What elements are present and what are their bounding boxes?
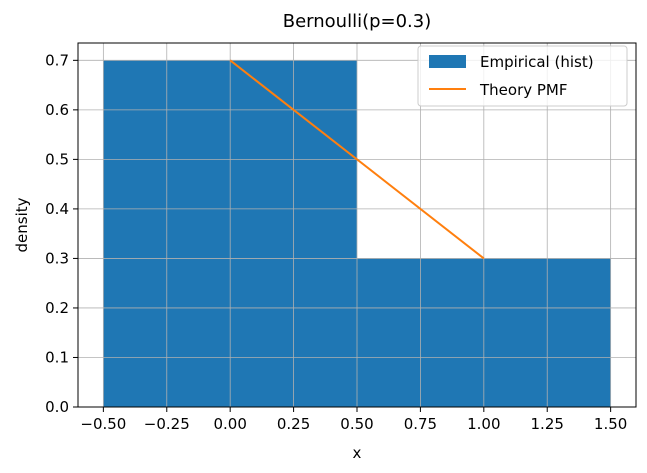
y-tick-label-7: 0.7 <box>45 51 69 69</box>
pmf-line <box>229 59 485 260</box>
y-tick-label-5: 0.5 <box>45 150 69 168</box>
y-axis-label: density <box>13 197 31 252</box>
x-tick-label-0: −0.50 <box>80 415 126 433</box>
y-tick-label-2: 0.2 <box>45 299 69 317</box>
legend-label-histogram: Empirical (hist) <box>480 53 594 71</box>
x-tick-label-3: 0.25 <box>277 415 310 433</box>
y-tick-label-0: 0.0 <box>45 398 69 416</box>
y-tick-label-6: 0.6 <box>45 101 69 119</box>
chart-title: Bernoulli(p=0.3) <box>283 11 432 32</box>
x-axis-label: x <box>353 444 362 462</box>
legend-box <box>417 45 628 107</box>
legend-label-pmf: Theory PMF <box>479 81 568 99</box>
y-axis-ticks: 0.0 0.1 0.2 0.3 0.4 0.5 0.6 0.7 <box>45 51 78 416</box>
x-axis-ticks: −0.50 −0.25 0.00 0.25 0.50 0.75 1.00 1.25 1.50 <box>80 407 627 433</box>
x-tick-label-2: 0.00 <box>213 415 246 433</box>
x-tick-label-6: 1.00 <box>467 415 500 433</box>
legend: Empirical (hist) Theory PMF <box>417 45 628 107</box>
y-tick-label-1: 0.1 <box>45 348 69 366</box>
x-tick-label-8: 1.50 <box>594 415 627 433</box>
x-tick-label-4: 0.50 <box>340 415 373 433</box>
x-tick-label-7: 1.25 <box>531 415 564 433</box>
y-tick-label-4: 0.4 <box>45 200 69 218</box>
x-tick-label-1: −0.25 <box>144 415 190 433</box>
x-tick-label-5: 0.75 <box>404 415 437 433</box>
y-tick-label-3: 0.3 <box>45 249 69 267</box>
pmf-line-layer <box>229 59 485 260</box>
legend-swatch-histogram <box>429 55 466 68</box>
